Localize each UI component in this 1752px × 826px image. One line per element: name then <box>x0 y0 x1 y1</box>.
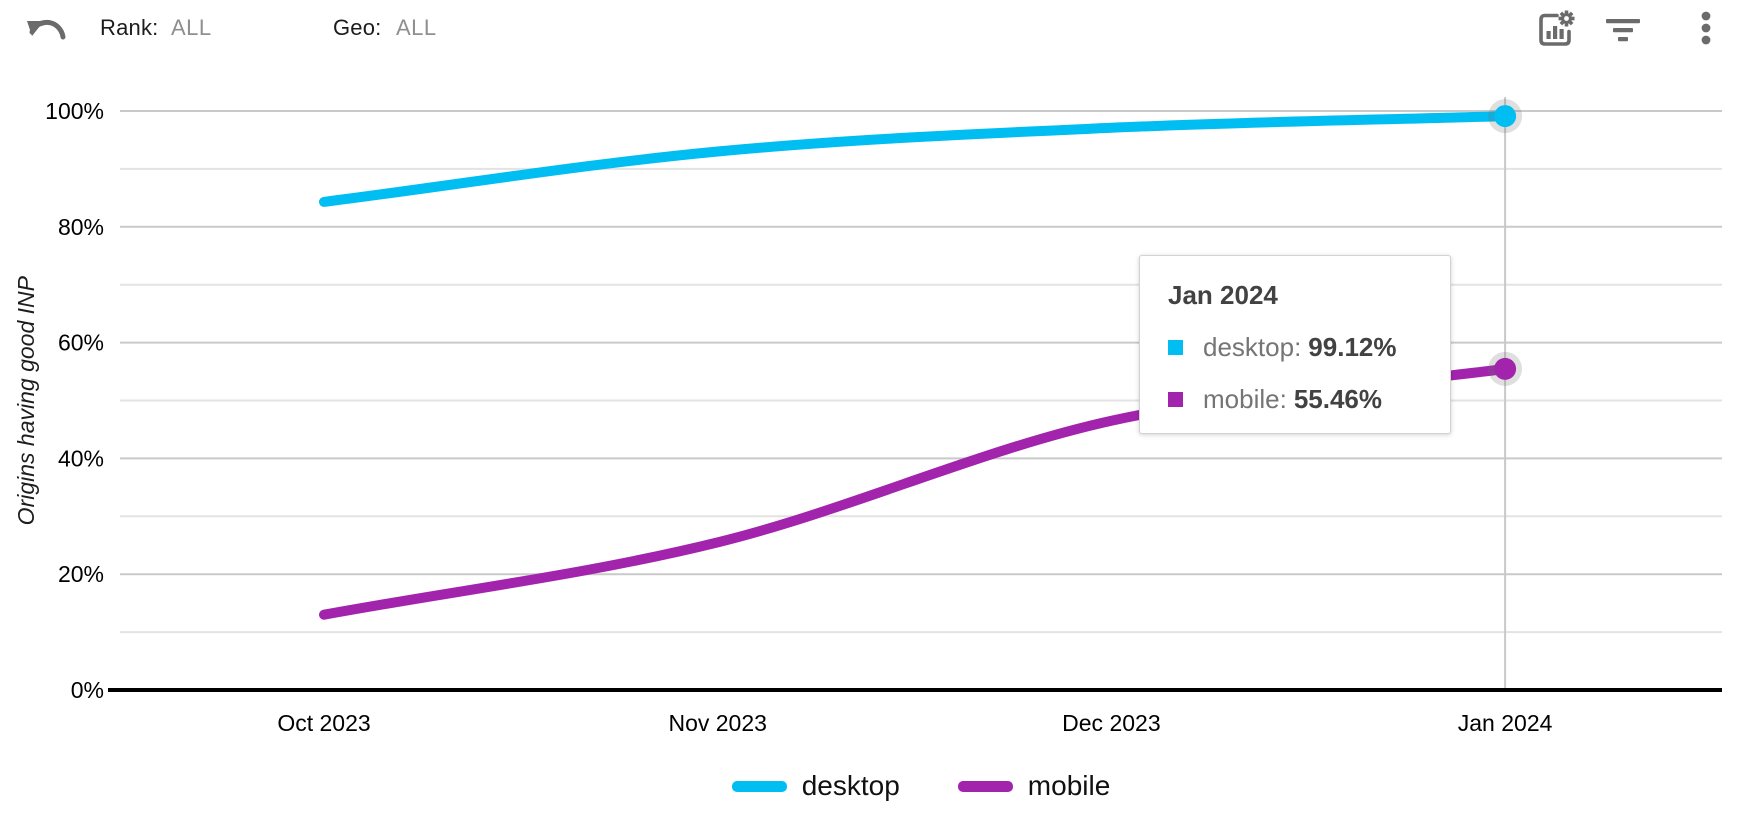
series-line-desktop <box>319 111 1511 207</box>
desktop-line-swatch <box>731 780 787 792</box>
more-vert-icon <box>1701 11 1711 45</box>
tooltip-label: desktop: <box>1203 332 1302 362</box>
data-point-desktop <box>1494 105 1517 128</box>
tooltip-title: Jan 2024 <box>1168 280 1278 310</box>
chart-settings-icon <box>1539 10 1575 46</box>
undo-button[interactable] <box>22 8 68 48</box>
x-tick-label: Jan 2024 <box>1458 710 1553 736</box>
y-tick-label: 0% <box>71 677 104 703</box>
tooltip-value: 55.46% <box>1293 384 1383 414</box>
mobile-swatch <box>1168 392 1183 407</box>
legend-label: desktop <box>801 770 900 801</box>
chart-tooltip: Jan 2024 desktop: 99.12% mobile: 55.46% <box>1139 255 1451 434</box>
more-options-button[interactable] <box>1684 8 1728 48</box>
legend-item-mobile[interactable]: mobile <box>957 770 1111 802</box>
chart-settings-button[interactable] <box>1531 8 1579 48</box>
y-tick-label: 40% <box>58 445 104 471</box>
undo-icon <box>27 19 66 40</box>
y-tick-label: 80% <box>58 214 104 240</box>
geo-filter-value[interactable]: ALL <box>396 15 437 40</box>
rank-filter-value[interactable]: ALL <box>171 15 212 40</box>
legend-label: mobile <box>1027 770 1111 801</box>
desktop-swatch <box>1168 340 1183 355</box>
y-tick-label: 20% <box>58 561 104 587</box>
tooltip-row-mobile: mobile: 55.46% <box>1168 384 1422 415</box>
tooltip-row-desktop: desktop: 99.12% <box>1168 332 1422 363</box>
tooltip-label: mobile: <box>1203 384 1287 414</box>
mobile-line-swatch <box>957 780 1013 792</box>
x-tick-label: Nov 2023 <box>668 710 766 736</box>
legend-item-desktop[interactable]: desktop <box>731 770 900 802</box>
chart-legend: desktop mobile <box>120 763 1722 809</box>
x-tick-label: Oct 2023 <box>277 710 370 736</box>
y-axis-title: Origins having good INP <box>12 275 39 526</box>
filter-icon <box>1606 19 1640 42</box>
geo-filter-label: Geo: <box>333 15 382 40</box>
x-tick-label: Dec 2023 <box>1062 710 1160 736</box>
data-point-mobile <box>1494 357 1517 380</box>
filter-button[interactable] <box>1599 8 1647 48</box>
y-tick-label: 100% <box>45 98 104 124</box>
y-tick-label: 60% <box>58 330 104 356</box>
tooltip-value: 99.12% <box>1308 332 1397 362</box>
rank-filter-label: Rank: <box>100 15 159 40</box>
